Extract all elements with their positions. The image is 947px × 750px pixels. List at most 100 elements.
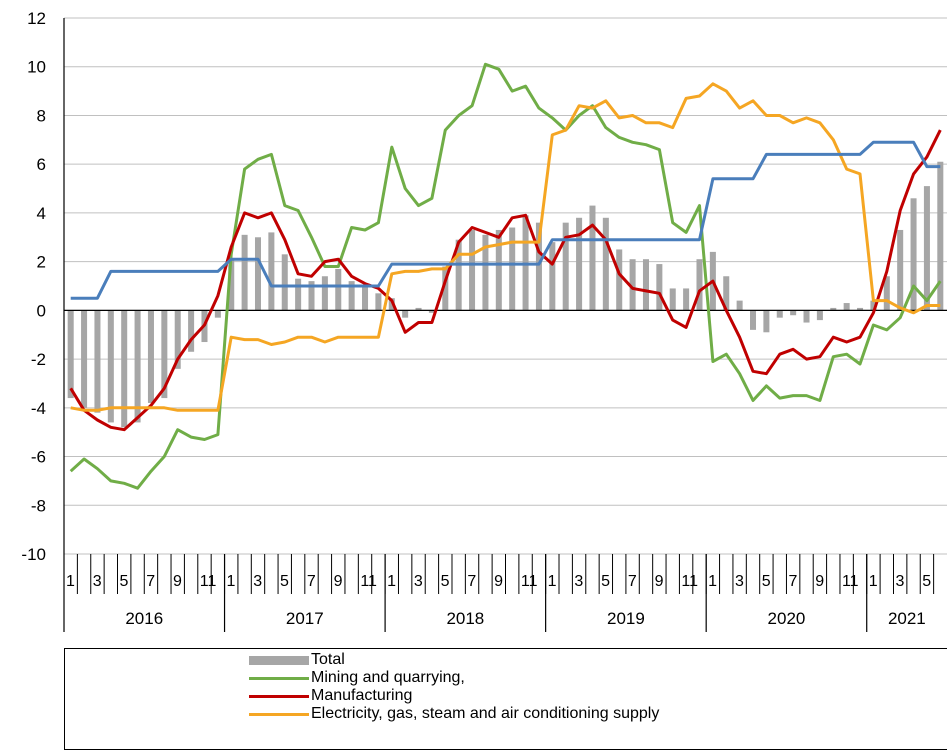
bar [723,276,730,311]
bar [455,239,462,311]
legend-label-electricity: Electricity, gas, steam and air conditio… [311,705,660,722]
bar [696,259,703,311]
bar [803,310,810,323]
y-tick-label: 2 [37,253,46,272]
bar [254,237,262,311]
bar [321,276,328,311]
x-tick-label: 11 [360,573,377,590]
year-label: 2021 [888,609,926,628]
y-tick-label: 0 [37,301,46,320]
bar [857,307,864,311]
legend-label-total: Total [311,651,345,668]
x-tick-label: 1 [708,573,717,590]
year-label: 2017 [286,609,324,628]
x-tick-label: 3 [253,573,262,590]
bar [910,198,917,311]
bar [81,310,88,408]
bar [147,310,154,403]
x-tick-label: 3 [895,573,904,590]
bar [308,281,315,311]
year-label: 2018 [446,609,484,628]
bar [281,254,288,311]
y-tick-label: 4 [37,204,46,223]
bar [763,310,770,333]
bar [776,310,783,318]
x-tick-label: 11 [681,573,698,590]
y-tick-label: 12 [27,9,46,28]
x-tick-label: 5 [762,573,771,590]
legend-item-mining: Mining and quarrying, [249,669,465,687]
y-tick-label: 6 [37,155,46,174]
x-tick-label: 7 [628,573,637,590]
bar [897,229,904,311]
x-tick-label: 5 [120,573,129,590]
bar [790,310,797,316]
bar [214,310,221,318]
x-tick-label: 5 [441,573,450,590]
x-tick-label: 1 [387,573,396,590]
x-tick-label: 3 [735,573,744,590]
bar [415,307,422,311]
bar [495,229,502,311]
x-tick-label: 1 [66,573,75,590]
bar [134,310,141,423]
x-tick-label: 11 [200,573,217,590]
x-tick-label: 9 [173,573,182,590]
legend-item-total: Total [249,651,345,669]
bar [442,266,449,311]
series-line-2 [70,82,941,412]
bar [241,234,248,311]
x-tick-label: 11 [521,573,538,590]
bar [348,281,355,311]
x-tick-label: 5 [601,573,610,590]
bar [335,268,342,311]
bar [830,307,837,311]
legend-swatch-mining [249,676,309,680]
bar [535,222,542,311]
y-tick-label: -4 [31,399,46,418]
bar [843,303,850,311]
legend-item-manufacturing: Manufacturing [249,687,412,705]
x-tick-label: 9 [494,573,503,590]
series-line-3 [70,140,941,300]
x-tick-label: 9 [815,573,824,590]
bar [816,310,823,321]
y-tick-label: 10 [27,58,46,77]
bar [923,186,930,311]
bar [629,259,636,311]
legend-swatch-electricity [249,712,309,716]
x-tick-label: 1 [548,573,557,590]
x-tick-label: 9 [334,573,343,590]
bar [428,310,435,313]
x-tick-label: 1 [227,573,236,590]
bar [749,310,757,330]
bar [656,264,663,311]
bar [121,310,128,428]
bar [295,278,302,311]
bar [94,310,101,413]
legend-label-mining: Mining and quarrying, [311,669,465,686]
bar [576,217,583,311]
bar [268,232,275,311]
x-tick-label: 5 [922,573,931,590]
x-tick-label: 5 [280,573,289,590]
year-label: 2016 [125,609,163,628]
x-tick-label: 7 [788,573,797,590]
bar [509,227,516,311]
bar [883,276,890,311]
x-tick-label: 3 [414,573,423,590]
bar [937,161,944,311]
bar [469,229,476,311]
year-label: 2019 [607,609,645,628]
bar [616,249,623,311]
bar [161,310,168,399]
bar [67,310,74,399]
legend-swatch-manufacturing [249,694,309,698]
bar [562,222,569,311]
bar [228,259,235,311]
bar [683,288,690,311]
y-tick-label: -10 [21,545,46,564]
bar [669,288,676,311]
y-tick-label: -8 [31,496,46,515]
